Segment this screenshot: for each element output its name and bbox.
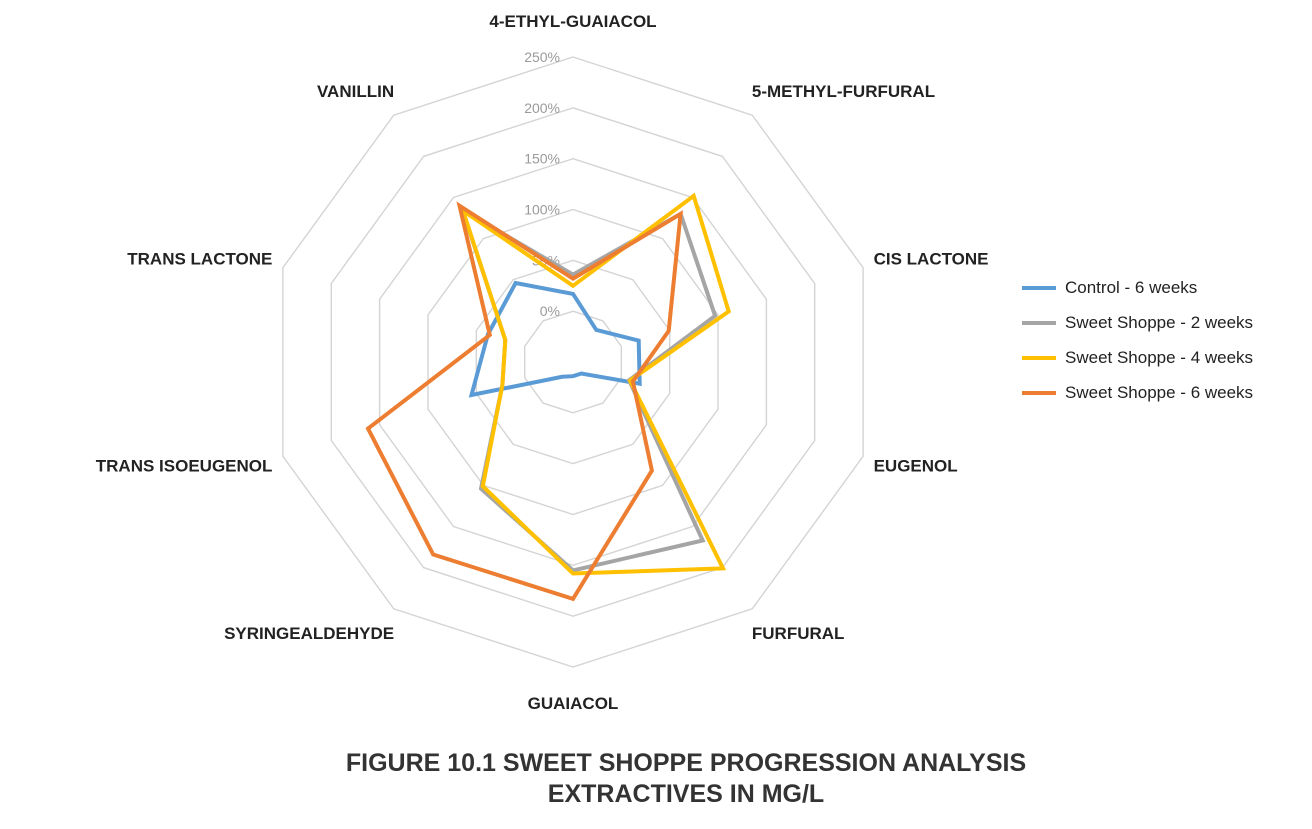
legend-item: Control - 6 weeks: [1022, 270, 1253, 305]
radial-tick-labels: 0%50%100%150%200%250%: [524, 49, 560, 319]
legend: Control - 6 weeks Sweet Shoppe - 2 weeks…: [1022, 270, 1253, 410]
figure-caption: FIGURE 10.1 SWEET SHOPPE PROGRESSION ANA…: [0, 748, 1312, 810]
grid-ring: [475, 259, 671, 465]
grid-ring: [378, 157, 768, 567]
axis-label: FURFURAL: [752, 624, 845, 643]
caption-line-1: FIGURE 10.1 SWEET SHOPPE PROGRESSION ANA…: [345, 749, 1027, 777]
legend-item: Sweet Shoppe - 2 weeks: [1022, 305, 1253, 340]
grid-ring: [330, 107, 816, 617]
axis-label: 5-METHYL-FURFURAL: [752, 82, 935, 101]
legend-swatch: [1022, 320, 1056, 325]
radar-grid: [282, 56, 864, 668]
axis-label: VANILLIN: [317, 82, 394, 101]
series-line: [459, 192, 732, 576]
legend-label: Sweet Shoppe - 6 weeks: [1065, 382, 1254, 402]
legend-item: Sweet Shoppe - 6 weeks: [1022, 375, 1253, 410]
series-line: [468, 280, 642, 398]
tick-label: 0%: [540, 303, 560, 319]
caption-line-2: EXTRACTIVES IN MG/L: [547, 780, 825, 808]
legend-label: Sweet Shoppe - 4 weeks: [1065, 347, 1254, 367]
axis-labels: 4-ETHYL-GUAIACOL 5-METHYL-FURFURAL CIS LAC…: [96, 12, 989, 713]
axis-label: TRANS ISOEUGENOL: [96, 457, 273, 476]
grid-ring: [282, 56, 864, 668]
tick-label: 100%: [524, 202, 560, 218]
legend-swatch: [1022, 285, 1056, 290]
axis-label: CIS LACTONE: [874, 250, 989, 269]
legend-item: Sweet Shoppe - 4 weeks: [1022, 340, 1253, 375]
grid-ring: [524, 310, 622, 414]
tick-label: 250%: [524, 49, 560, 65]
axis-label: 4-ETHYL-GUAIACOL: [489, 12, 656, 31]
grid-ring: [427, 208, 719, 516]
series-line: [365, 201, 683, 602]
data-series: [365, 192, 732, 602]
tick-label: 200%: [524, 100, 560, 116]
axis-label: GUAIACOL: [528, 694, 619, 713]
tick-label: 150%: [524, 151, 560, 167]
legend-swatch: [1022, 355, 1056, 360]
legend-swatch: [1022, 390, 1056, 395]
axis-label: TRANS LACTONE: [127, 250, 272, 269]
legend-label: Sweet Shoppe - 2 weeks: [1065, 312, 1254, 332]
axis-label: EUGENOL: [874, 457, 958, 476]
axis-label: SYRINGEALDEHYDE: [224, 624, 394, 643]
legend-label: Control - 6 weeks: [1065, 277, 1198, 297]
